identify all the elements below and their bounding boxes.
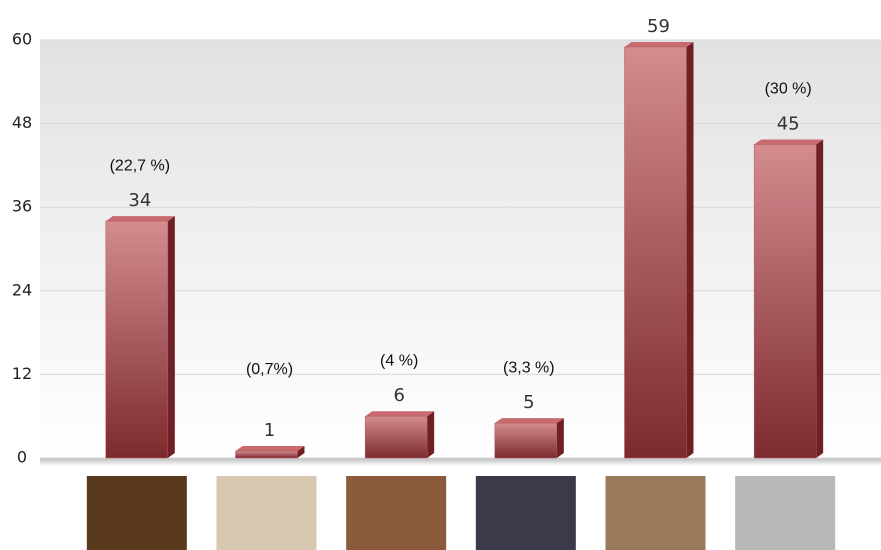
bar-top [235,446,305,452]
bar [753,144,817,459]
y-tick-label: 0 [17,448,27,467]
bar [235,450,298,459]
category-image [86,476,187,550]
category-image [346,476,447,550]
plot-area [40,40,881,458]
percent-label: (0,7%) [246,361,293,378]
bar [364,415,428,459]
category-image [605,476,706,550]
floor [40,458,881,466]
bar-top [365,411,435,417]
y-tick-label: 60 [12,30,32,49]
bar-top [754,139,824,145]
bar-side [167,216,175,458]
value-label: 1 [264,420,275,441]
value-label: 6 [393,385,404,406]
bar-side [427,411,435,458]
bar [624,46,687,459]
percent-label: (3,3 %) [503,359,555,376]
y-tick-label: 24 [12,280,32,299]
bar-side [686,41,694,458]
percent-label: (22,7 %) [110,157,170,174]
bar [494,422,558,459]
bar-side [556,418,564,458]
value-label: 34 [128,190,151,211]
percent-label: (30 %) [765,81,812,98]
category-image [475,476,576,550]
bar-side [297,446,305,458]
bar [105,220,169,459]
bar-top [105,216,175,222]
bar-side [816,139,824,458]
category-image [216,476,317,550]
y-tick-label: 12 [12,364,32,383]
value-label: 5 [523,392,534,413]
bar-top [624,41,694,47]
value-label: 45 [777,114,800,135]
y-tick-label: 48 [12,113,32,132]
category-image [735,476,836,550]
value-label: 59 [647,16,670,37]
y-tick-label: 36 [12,197,32,216]
percent-label: (4 %) [380,352,418,369]
bar-top [494,418,564,424]
